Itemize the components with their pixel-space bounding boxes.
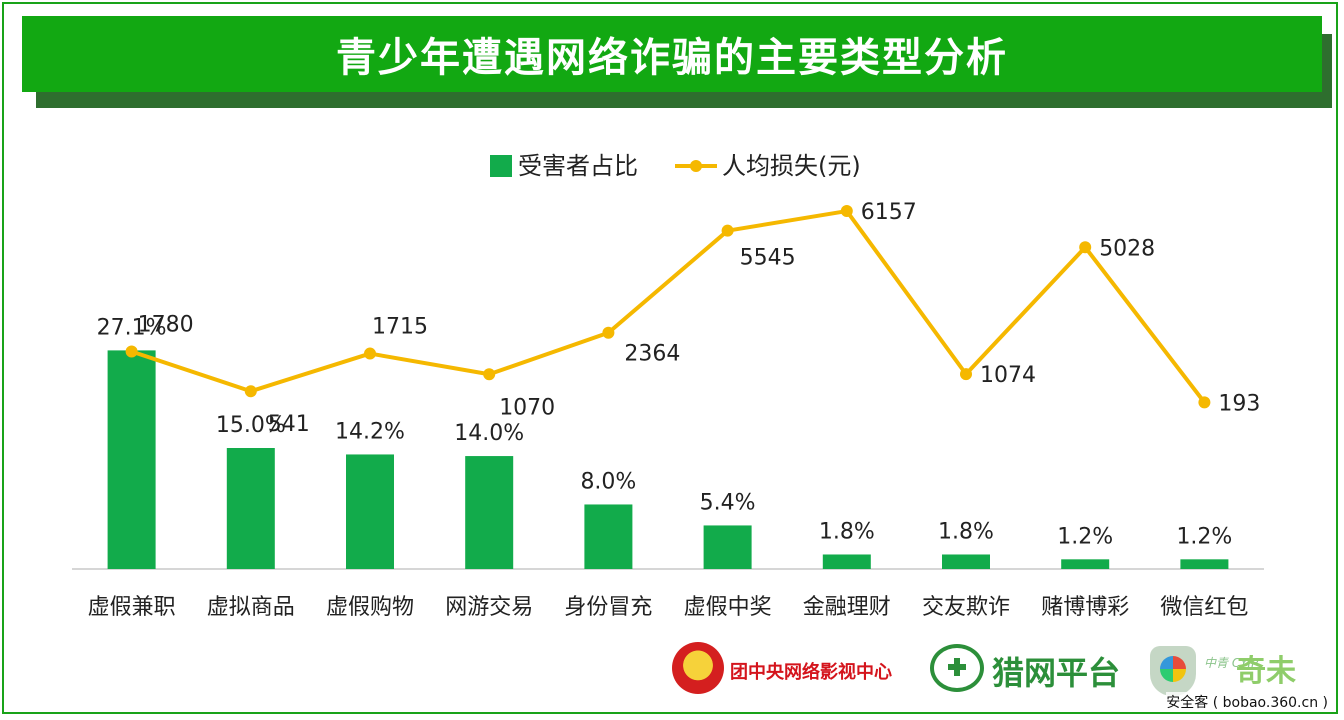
line-data-labels: 1780 541 1715 1070 2364 5545 6157 1074 5028 193 [138, 200, 1261, 437]
legend-line-label: 人均损失(元) [722, 152, 861, 180]
footer-logos: 团中央网络影视中心 猎网平台 中青 CYIP 奇未 [668, 640, 1328, 700]
line-value-label-3: 1070 [499, 395, 555, 420]
bar-value-label-7: 1.8% [938, 519, 994, 544]
bar-value-label-6: 1.8% [819, 519, 875, 544]
x-tick-label-0: 虚假兼职 [88, 595, 176, 620]
bar-9 [1180, 559, 1229, 569]
bar-0 [107, 350, 156, 569]
bar-value-label-0: 27.1% [97, 315, 167, 340]
bar-8 [1061, 559, 1110, 569]
line-value-label-8: 5028 [1099, 236, 1155, 261]
logo-cyip-small: 中青 CYIP [1204, 656, 1259, 670]
bar-value-label-2: 14.2% [335, 419, 405, 444]
line-point-8 [1079, 241, 1092, 254]
line-point-5 [721, 224, 734, 237]
bar-4 [584, 504, 633, 569]
x-tick-label-5: 虚假中奖 [684, 595, 772, 620]
x-tick-label-6: 金融理财 [803, 595, 891, 620]
title-banner: 青少年遭遇网络诈骗的主要类型分析 [22, 16, 1322, 92]
line-series [125, 205, 1211, 409]
bar-data-labels: 27.1% 15.0% 14.2% 14.0% 8.0% 5.4% 1.8% 1.8% 1.2%… [97, 315, 1233, 549]
bar-5 [703, 525, 752, 569]
liewang-logo-icon [930, 644, 984, 692]
bar-value-label-3: 14.0% [454, 421, 524, 446]
color-wheel-icon [1160, 656, 1186, 682]
x-tick-label-2: 虚假购物 [326, 595, 414, 620]
bar-7 [942, 554, 990, 569]
chart-legend: 受害者占比 人均损失(元) [490, 152, 861, 180]
bar-value-label-9: 1.2% [1176, 524, 1232, 549]
line-value-label-0: 1780 [138, 312, 194, 337]
line-value-label-1: 541 [268, 412, 310, 437]
x-tick-label-1: 虚拟商品 [207, 595, 295, 620]
line-value-label-4: 2364 [624, 342, 680, 367]
watermark: 安全客 ( bobao.360.cn ) [1166, 692, 1328, 712]
line-value-label-2: 1715 [372, 315, 428, 340]
line-point-7 [960, 368, 972, 381]
line-value-label-9: 193 [1218, 391, 1260, 416]
x-tick-label-9: 微信红包 [1160, 595, 1248, 620]
line-point-0 [125, 345, 138, 358]
line-point-4 [602, 326, 615, 339]
logo-liewang: 猎网平台 [992, 654, 1121, 692]
plus-icon [948, 658, 966, 676]
page-title: 青少年遭遇网络诈骗的主要类型分析 [336, 35, 1008, 81]
bar-value-label-4: 8.0% [580, 469, 636, 494]
line-value-label-7: 1074 [980, 363, 1036, 388]
legend-bar-swatch [490, 155, 512, 177]
cyip-shield-icon [1150, 646, 1196, 696]
line-value-label-5: 5545 [740, 246, 796, 271]
bar-2 [346, 454, 394, 569]
line-point-6 [840, 205, 853, 218]
line-value-label-6: 6157 [861, 200, 917, 225]
line-point-9 [1198, 396, 1211, 409]
bar-value-label-8: 1.2% [1057, 524, 1113, 549]
x-tick-label-3: 网游交易 [445, 595, 533, 620]
line-point-2 [364, 347, 376, 360]
legend-bar-label: 受害者占比 [518, 152, 638, 180]
bar-3 [465, 456, 514, 569]
line-point-1 [244, 385, 257, 398]
x-tick-label-7: 交友欺诈 [922, 595, 1010, 620]
bar-value-label-5: 5.4% [700, 490, 756, 515]
legend-line-marker [690, 160, 702, 172]
bar-1 [226, 448, 275, 569]
x-tick-label-8: 赌博博彩 [1041, 595, 1129, 620]
logo-media-center: 团中央网络影视中心 [730, 662, 892, 683]
x-tick-labels: 虚假兼职 虚拟商品 虚假购物 网游交易 身份冒充 虚假中奖 金融理财 交友欺诈 赌博博彩 微信红包 [88, 595, 1249, 620]
bar-6 [822, 554, 871, 569]
bar-series [107, 350, 1229, 569]
line-point-3 [483, 368, 496, 381]
youth-league-emblem-icon [672, 642, 724, 694]
bar-value-label-1: 15.0% [216, 413, 286, 438]
loss-line [130, 209, 1206, 404]
x-tick-label-4: 身份冒充 [564, 595, 652, 620]
logo-qiwei: 奇未 [1236, 654, 1296, 689]
